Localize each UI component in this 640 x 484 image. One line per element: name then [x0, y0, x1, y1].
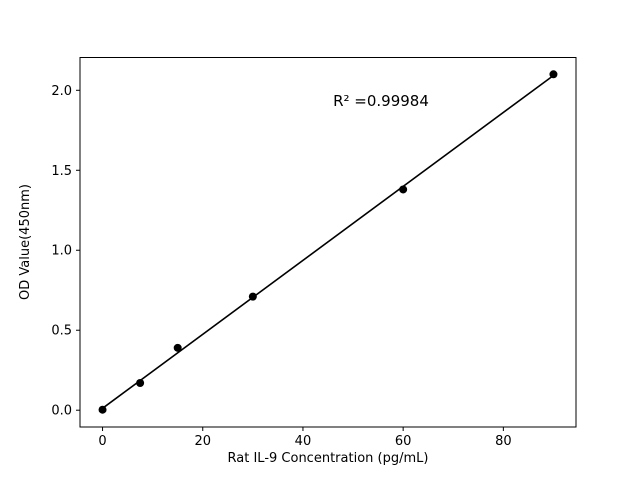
plot-border: [79, 57, 577, 428]
data-point: [173, 343, 182, 352]
fit-line: [102, 74, 554, 409]
data-point: [98, 405, 107, 414]
y-axis-label: OD Value(450nm): [18, 184, 33, 300]
x-tick-label: 60: [395, 434, 412, 449]
y-tick-label: 1.0: [51, 244, 72, 259]
r-squared-annotation: R² =0.99984: [333, 92, 429, 110]
x-tick-label: 80: [495, 434, 512, 449]
data-point: [136, 379, 145, 388]
y-tick-label: 0.5: [51, 324, 72, 339]
data-point: [248, 292, 257, 301]
data-point: [399, 185, 408, 194]
data-point: [549, 70, 558, 79]
x-tick-label: 40: [295, 434, 312, 449]
y-tick-label: 1.5: [51, 164, 72, 179]
y-tick-label: 0.0: [51, 404, 72, 419]
x-tick-label: 20: [194, 434, 211, 449]
x-axis-label: Rat IL-9 Concentration (pg/mL): [228, 451, 429, 466]
y-tick-label: 2.0: [51, 84, 72, 99]
plot-generated-layer: 0 20 40 60 80 0.0 0.5 1.0 1.5 2.0: [51, 57, 577, 449]
x-tick-label: 0: [98, 434, 106, 449]
